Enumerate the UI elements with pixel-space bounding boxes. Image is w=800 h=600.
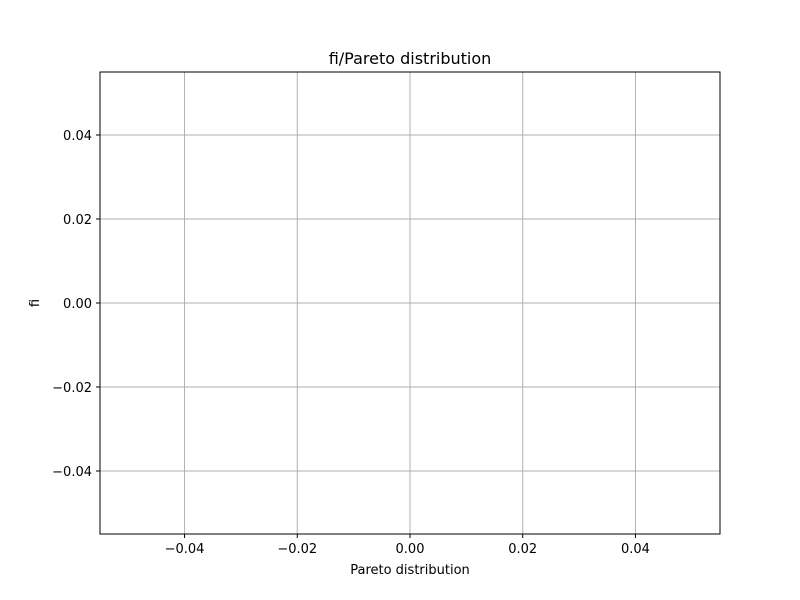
y-axis-ticks: −0.04 −0.02 0.00 0.02 0.04 <box>52 129 100 480</box>
x-tick-label: −0.04 <box>165 542 205 557</box>
y-tick-label: 0.02 <box>63 213 92 228</box>
y-tick-label: −0.02 <box>52 381 92 396</box>
x-tick-label: −0.02 <box>277 542 317 557</box>
x-tick-label: 0.04 <box>621 542 650 557</box>
y-axis-label: fi <box>28 299 43 307</box>
x-axis-label: Pareto distribution <box>350 563 470 578</box>
chart-title: fi/Pareto distribution <box>329 49 492 68</box>
y-tick-label: 0.00 <box>63 297 92 312</box>
y-tick-label: −0.04 <box>52 465 92 480</box>
x-tick-label: 0.00 <box>396 542 425 557</box>
x-axis-ticks: −0.04 −0.02 0.00 0.02 0.04 <box>165 534 650 557</box>
y-tick-label: 0.04 <box>63 129 92 144</box>
x-tick-label: 0.02 <box>508 542 537 557</box>
y-gridlines <box>100 134 720 472</box>
